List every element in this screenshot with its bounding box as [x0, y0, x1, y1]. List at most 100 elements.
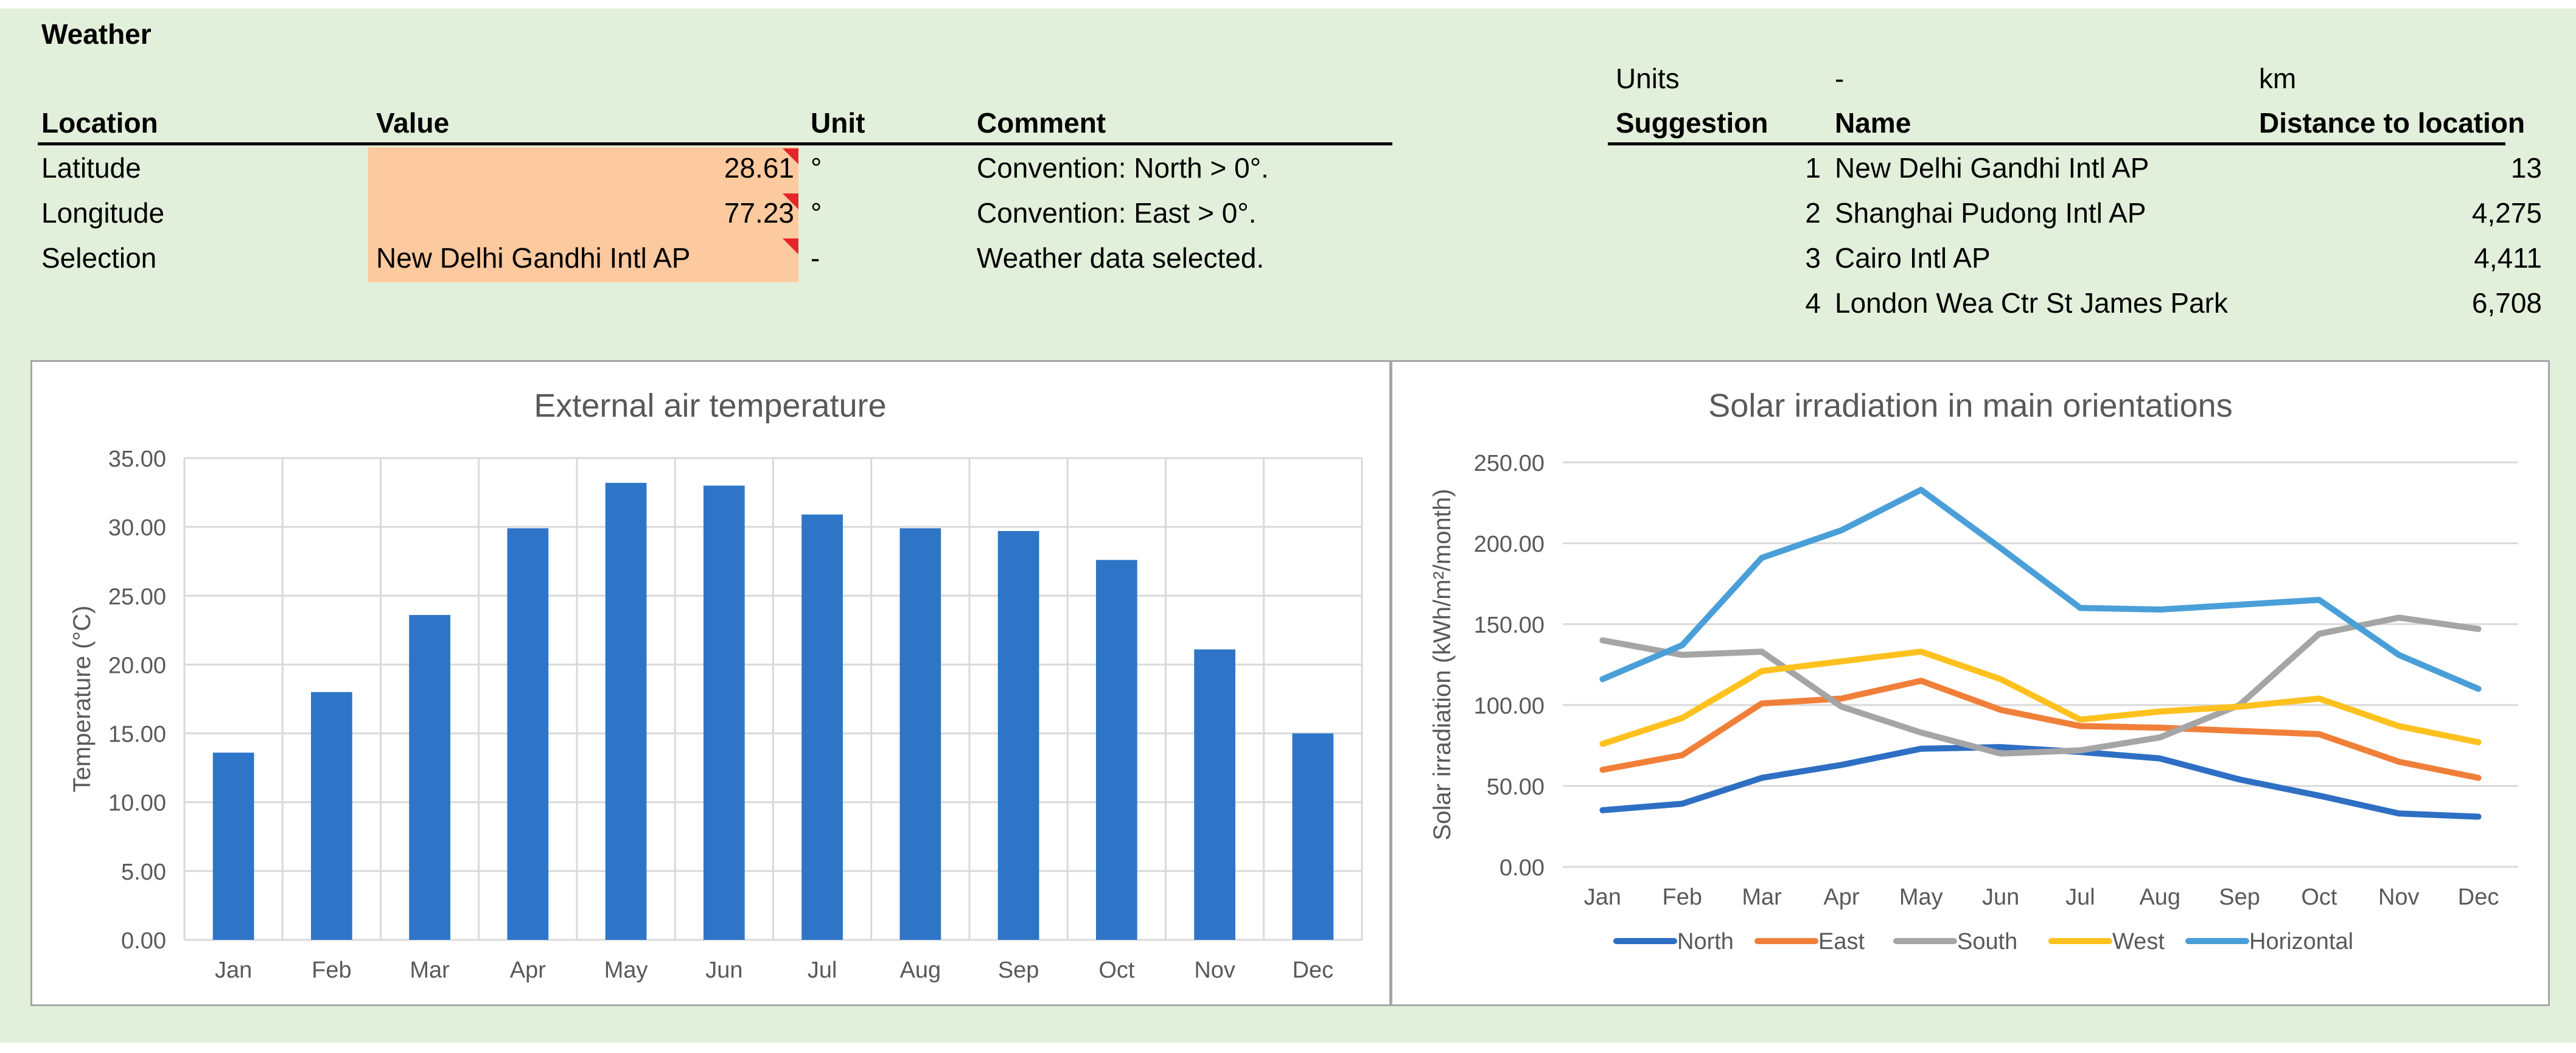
- suggestion-distance: 13: [2510, 152, 2542, 184]
- irradiation-chart[interactable]: Solar irradiation in main orientations 0.…: [1391, 360, 2550, 1006]
- y-axis-label: Temperature (°C): [69, 605, 96, 792]
- y-tick-label: 50.00: [1487, 774, 1545, 800]
- y-tick-label: 100.00: [1474, 693, 1545, 719]
- units-label: Units: [1616, 63, 1680, 94]
- y-tick-label: 35.00: [108, 447, 166, 472]
- selection-input[interactable]: New Delhi Gandhi Intl AP: [376, 242, 691, 274]
- weather-title: Weather: [41, 18, 152, 50]
- x-tick-label: Apr: [1823, 884, 1859, 910]
- y-tick-label: 15.00: [108, 722, 166, 748]
- x-tick-label: May: [1899, 884, 1943, 910]
- bar: [212, 752, 254, 940]
- suggestion-name[interactable]: London Wea Ctr St James Park: [1835, 287, 2228, 319]
- legend-label: South: [1957, 929, 2017, 954]
- series-line-west: [1599, 648, 2482, 747]
- x-tick-label: May: [604, 957, 648, 983]
- latitude-input[interactable]: 28.61: [724, 152, 794, 184]
- selection-comment: Weather data selected.: [977, 242, 1265, 274]
- y-axis-label: Solar irradiation (kWh/m²/month): [1429, 489, 1456, 841]
- x-tick-label: Mar: [1742, 884, 1782, 910]
- x-tick-label: Feb: [312, 957, 351, 983]
- suggestion-name[interactable]: New Delhi Gandhi Intl AP: [1835, 152, 2149, 184]
- y-tick-label: 0.00: [121, 928, 166, 954]
- latitude-unit: °: [811, 152, 822, 184]
- series-line-south: [1599, 614, 2482, 757]
- header-suggestion: Suggestion: [1616, 107, 1768, 139]
- bar: [801, 514, 843, 940]
- x-tick-label: Aug: [2139, 884, 2180, 910]
- series-line-east: [1599, 678, 2482, 781]
- y-tick-label: 5.00: [121, 860, 166, 885]
- row-label-selection: Selection: [41, 242, 157, 274]
- x-tick-label: Sep: [2219, 884, 2260, 910]
- bar: [997, 530, 1039, 940]
- latitude-comment: Convention: North > 0°.: [977, 152, 1269, 184]
- input-cells-background: [368, 147, 798, 282]
- y-tick-label: 30.00: [108, 515, 166, 541]
- y-tick-label: 20.00: [108, 653, 166, 678]
- comment-marker: [783, 193, 798, 209]
- x-tick-label: Jun: [705, 957, 742, 983]
- chart-title: External air temperature: [534, 387, 886, 424]
- x-tick-label: Jan: [215, 957, 252, 983]
- x-tick-label: Jun: [1982, 884, 2019, 910]
- units-name: -: [1835, 63, 1845, 94]
- longitude-comment: Convention: East > 0°.: [977, 197, 1257, 229]
- bar: [605, 482, 647, 940]
- temperature-chart[interactable]: External air temperature 0.00 5.00 10.00 15.…: [30, 360, 1391, 1006]
- bar: [1096, 560, 1137, 940]
- x-tick-label: Jul: [2065, 884, 2095, 910]
- suggestion-number: 3: [1805, 242, 1821, 274]
- x-tick-label: Feb: [1663, 884, 1702, 910]
- row-label-longitude: Longitude: [41, 197, 165, 229]
- x-tick-label: Jan: [1584, 884, 1621, 910]
- x-tick-label: Sep: [998, 957, 1039, 983]
- units-distance: km: [2259, 63, 2297, 94]
- y-tick-label: 0.00: [1499, 855, 1545, 881]
- suggestion-name[interactable]: Shanghai Pudong Intl AP: [1835, 197, 2146, 229]
- worksheet-area: Weather Location Value Unit Comment Lati…: [0, 9, 2576, 1043]
- x-tick-label: Dec: [2458, 884, 2499, 910]
- legend-label: Horizontal: [2249, 929, 2353, 954]
- header-comment: Comment: [977, 107, 1106, 139]
- irradiation-chart-svg: Solar irradiation in main orientations 0.…: [1429, 387, 2518, 954]
- header-name: Name: [1835, 107, 1911, 139]
- header-distance: Distance to location: [2259, 107, 2525, 139]
- series-line-north: [1599, 744, 2482, 820]
- comment-marker: [783, 238, 798, 254]
- longitude-input[interactable]: 77.23: [724, 197, 794, 229]
- y-tick-label: 250.00: [1474, 451, 1545, 476]
- chart-title: Solar irradiation in main orientations: [1708, 387, 2232, 424]
- y-tick-label: 25.00: [108, 584, 166, 610]
- header-underline: [38, 142, 1392, 145]
- suggestion-header-underline: [1608, 142, 2505, 145]
- y-tick-label: 200.00: [1474, 532, 1545, 557]
- x-tick-label: Nov: [1194, 957, 1235, 983]
- bar: [1292, 733, 1334, 940]
- bar: [703, 485, 745, 940]
- suggestion-distance: 6,708: [2471, 287, 2542, 319]
- bar: [899, 528, 941, 940]
- x-tick-label: Oct: [1098, 957, 1135, 983]
- suggestion-distance: 4,411: [2474, 242, 2542, 274]
- suggestion-name[interactable]: Cairo Intl AP: [1835, 242, 1991, 274]
- suggestion-number: 2: [1805, 197, 1821, 229]
- x-tick-label: Jul: [808, 957, 837, 983]
- legend-label: East: [1818, 929, 1865, 954]
- x-tick-label: Aug: [900, 957, 941, 983]
- header-unit: Unit: [811, 107, 865, 139]
- row-label-latitude: Latitude: [41, 152, 141, 184]
- bar: [409, 614, 450, 940]
- header-value: Value: [376, 107, 450, 139]
- x-tick-label: Nov: [2378, 884, 2420, 910]
- header-location: Location: [41, 107, 158, 139]
- x-tick-label: Dec: [1293, 957, 1334, 983]
- bar: [507, 528, 549, 940]
- suggestion-number: 1: [1805, 152, 1821, 184]
- suggestion-number: 4: [1805, 287, 1821, 319]
- legend-label: North: [1677, 929, 1734, 954]
- longitude-unit: °: [811, 197, 822, 229]
- bar: [311, 692, 352, 940]
- selection-unit: -: [811, 242, 820, 274]
- y-tick-label: 10.00: [108, 791, 166, 816]
